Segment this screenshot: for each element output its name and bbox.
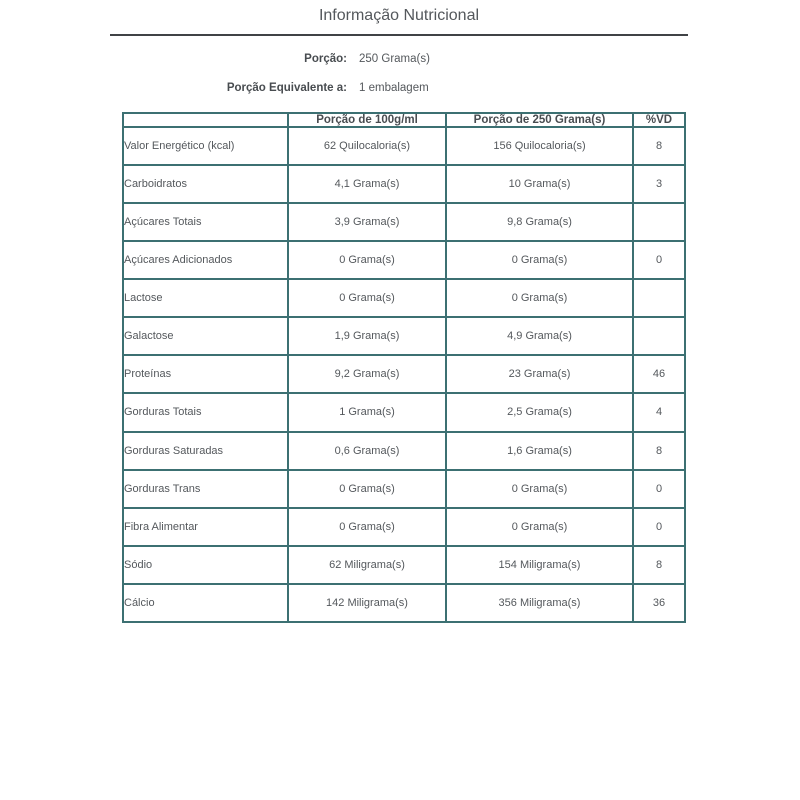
table-row: Proteínas 9,2 Grama(s) 23 Grama(s) 46 bbox=[122, 354, 686, 395]
value-vd: 46 bbox=[632, 354, 686, 395]
nutrient-name: Valor Energético (kcal) bbox=[122, 125, 289, 167]
value-vd: 36 bbox=[632, 582, 686, 624]
table-row: Cálcio 142 Miligrama(s) 356 Miligrama(s)… bbox=[122, 582, 686, 624]
value-per-250g: 154 Miligrama(s) bbox=[445, 544, 634, 585]
table-row: Açúcares Adicionados 0 Grama(s) 0 Grama(… bbox=[122, 240, 686, 281]
header-nutrient bbox=[122, 112, 289, 128]
value-vd: 8 bbox=[632, 125, 686, 167]
nutrient-name: Galactose bbox=[122, 316, 289, 357]
value-per-250g: 356 Miligrama(s) bbox=[445, 582, 634, 624]
value-vd bbox=[632, 202, 686, 243]
table-row: Lactose 0 Grama(s) 0 Grama(s) bbox=[122, 278, 686, 319]
value-per-250g: 0 Grama(s) bbox=[445, 468, 634, 509]
value-per-100g: 0 Grama(s) bbox=[287, 240, 447, 281]
table-row: Gorduras Saturadas 0,6 Grama(s) 1,6 Gram… bbox=[122, 430, 686, 471]
nutrient-name: Sódio bbox=[122, 544, 289, 585]
header-per-250g: Porção de 250 Grama(s) bbox=[445, 112, 634, 128]
value-per-100g: 4,1 Grama(s) bbox=[287, 164, 447, 205]
header-per-100g: Porção de 100g/ml bbox=[287, 112, 447, 128]
value-per-100g: 142 Miligrama(s) bbox=[287, 582, 447, 624]
value-vd: 0 bbox=[632, 468, 686, 509]
value-per-100g: 1 Grama(s) bbox=[287, 392, 447, 433]
table-row: Fibra Alimentar 0 Grama(s) 0 Grama(s) 0 bbox=[122, 506, 686, 547]
value-per-250g: 2,5 Grama(s) bbox=[445, 392, 634, 433]
nutrient-name: Carboidratos bbox=[122, 164, 289, 205]
serving-size-line: Porção: 250 Grama(s) bbox=[0, 52, 800, 66]
value-per-100g: 0 Grama(s) bbox=[287, 506, 447, 547]
serving-size-value: 250 Grama(s) bbox=[359, 53, 430, 65]
table-row: Gorduras Trans 0 Grama(s) 0 Grama(s) 0 bbox=[122, 468, 686, 509]
table-row: Carboidratos 4,1 Grama(s) 10 Grama(s) 3 bbox=[122, 164, 686, 205]
value-vd: 3 bbox=[632, 164, 686, 205]
value-vd bbox=[632, 316, 686, 357]
value-per-250g: 1,6 Grama(s) bbox=[445, 430, 634, 471]
nutrient-name: Gorduras Saturadas bbox=[122, 430, 289, 471]
value-per-100g: 62 Quilocaloria(s) bbox=[287, 125, 447, 167]
nutrient-name: Fibra Alimentar bbox=[122, 506, 289, 547]
value-per-100g: 3,9 Grama(s) bbox=[287, 202, 447, 243]
table-header-row: Porção de 100g/ml Porção de 250 Grama(s)… bbox=[122, 112, 686, 128]
value-per-250g: 156 Quilocaloria(s) bbox=[445, 125, 634, 167]
table-row: Gorduras Totais 1 Grama(s) 2,5 Grama(s) … bbox=[122, 392, 686, 433]
value-per-250g: 9,8 Grama(s) bbox=[445, 202, 634, 243]
value-per-250g: 23 Grama(s) bbox=[445, 354, 634, 395]
value-per-250g: 10 Grama(s) bbox=[445, 164, 634, 205]
table-row: Açúcares Totais 3,9 Grama(s) 9,8 Grama(s… bbox=[122, 202, 686, 243]
value-vd: 8 bbox=[632, 430, 686, 471]
table-row: Sódio 62 Miligrama(s) 154 Miligrama(s) 8 bbox=[122, 544, 686, 585]
nutrient-name: Gorduras Totais bbox=[122, 392, 289, 433]
value-vd: 0 bbox=[632, 240, 686, 281]
nutrient-name: Proteínas bbox=[122, 354, 289, 395]
value-vd: 0 bbox=[632, 506, 686, 547]
value-per-250g: 0 Grama(s) bbox=[445, 278, 634, 319]
serving-size-label: Porção: bbox=[304, 53, 347, 65]
value-per-100g: 0,6 Grama(s) bbox=[287, 430, 447, 471]
nutrient-name: Cálcio bbox=[122, 582, 289, 624]
page-title: Informação Nutricional bbox=[318, 7, 480, 24]
value-vd: 8 bbox=[632, 544, 686, 585]
table-row: Galactose 1,9 Grama(s) 4,9 Grama(s) bbox=[122, 316, 686, 357]
nutrient-name: Açúcares Totais bbox=[122, 202, 289, 243]
value-per-100g: 9,2 Grama(s) bbox=[287, 354, 447, 395]
value-per-100g: 1,9 Grama(s) bbox=[287, 316, 447, 357]
value-per-100g: 0 Grama(s) bbox=[287, 278, 447, 319]
nutrient-name: Lactose bbox=[122, 278, 289, 319]
value-per-100g: 62 Miligrama(s) bbox=[287, 544, 447, 585]
table-row: Valor Energético (kcal) 62 Quilocaloria(… bbox=[122, 125, 686, 167]
nutrition-table: Porção de 100g/ml Porção de 250 Grama(s)… bbox=[122, 112, 686, 624]
serving-equivalent-value: 1 embalagem bbox=[359, 82, 429, 94]
value-per-250g: 0 Grama(s) bbox=[445, 240, 634, 281]
header-vd-percent: %VD bbox=[632, 112, 686, 128]
serving-equivalent-line: Porção Equivalente a: 1 embalagem bbox=[0, 81, 800, 95]
value-vd: 4 bbox=[632, 392, 686, 433]
nutrient-name: Gorduras Trans bbox=[122, 468, 289, 509]
value-per-100g: 0 Grama(s) bbox=[287, 468, 447, 509]
value-vd bbox=[632, 278, 686, 319]
serving-equivalent-label: Porção Equivalente a: bbox=[226, 82, 347, 94]
value-per-250g: 0 Grama(s) bbox=[445, 506, 634, 547]
title-divider bbox=[110, 34, 688, 36]
value-per-250g: 4,9 Grama(s) bbox=[445, 316, 634, 357]
nutrient-name: Açúcares Adicionados bbox=[122, 240, 289, 281]
